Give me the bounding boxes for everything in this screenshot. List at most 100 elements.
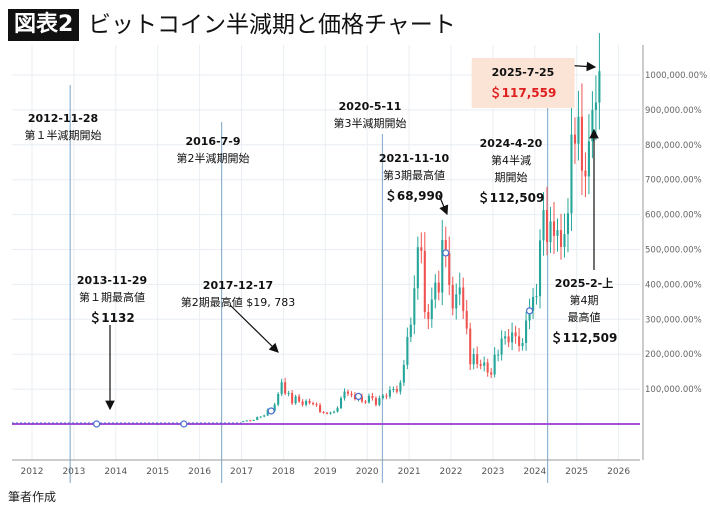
candle-body [319, 405, 322, 412]
candle-body [360, 396, 364, 402]
candle-body [518, 336, 521, 346]
candle-body [525, 320, 528, 343]
x-tick-label: 2019 [314, 467, 337, 477]
candle-body [490, 372, 493, 375]
candle-body [458, 287, 461, 295]
halving2-annotation: 2016-7-9 第2半減期開始 [176, 135, 250, 165]
candle-body [556, 230, 559, 236]
event-marker [354, 392, 363, 400]
candle-body [476, 354, 479, 364]
candle-body [294, 396, 297, 404]
candle-body [280, 382, 283, 394]
x-tick-label: 2017 [230, 467, 253, 477]
x-tick-label: 2022 [440, 467, 463, 477]
latest-price-annotation: 2025-7-25 ＄117,559 [471, 58, 575, 108]
candle-body [308, 400, 311, 403]
x-tick-label: 2021 [398, 467, 421, 477]
candle-body [423, 250, 426, 313]
chart-title: ビットコイン半減期と価格チャート [88, 12, 456, 38]
candle-body [479, 363, 482, 366]
candle-body [434, 282, 437, 300]
x-tick-label: 2020 [356, 467, 379, 477]
event-marker [180, 420, 188, 428]
candle-body [566, 213, 570, 235]
candle-body [259, 416, 262, 418]
y-tick-label: 1000,000.00% [645, 71, 707, 81]
candle-body [402, 364, 405, 383]
candle-body [413, 288, 416, 325]
candle-body [594, 102, 597, 111]
candle-body [598, 71, 601, 103]
candle-body [497, 354, 500, 356]
candle-body [437, 282, 440, 293]
candle-body [252, 419, 255, 421]
candle-body [298, 396, 301, 402]
x-tick-label: 2023 [481, 467, 504, 477]
y-tick-label: 700,000.00% [645, 176, 702, 186]
event-marker [525, 307, 534, 315]
candle-body [329, 412, 332, 414]
y-tick-label: 100,000.00% [645, 385, 702, 395]
candle-body [392, 389, 395, 391]
event-marker [442, 249, 450, 257]
x-tick-label: 2016 [188, 467, 211, 477]
candle-body [395, 389, 398, 392]
candle-body [315, 404, 318, 406]
candle-body [455, 294, 458, 309]
candle-body [263, 415, 266, 417]
halving3-annotation: 2020-5-11 第3半減期開始 [333, 100, 407, 130]
peak1-annotation: 2013-11-29 第１期最高値 ＄1132 [76, 274, 148, 325]
candle-body [577, 116, 580, 144]
spacer [12, 390, 640, 407]
x-tick-label: 2014 [104, 467, 127, 477]
candle-body [587, 141, 590, 177]
candle-body [381, 395, 384, 399]
x-tick-label: 2012 [21, 467, 44, 477]
candle-body [291, 393, 294, 404]
candle-body [469, 328, 472, 365]
x-tick-label: 2025 [565, 467, 588, 477]
candle-body [542, 209, 545, 241]
y-tick-label: 200,000.00% [645, 350, 702, 360]
candle-body [388, 389, 391, 397]
arrow-peak2 [229, 304, 279, 353]
candle-body [277, 393, 280, 405]
y-tick-label: 800,000.00% [645, 141, 702, 151]
event-marker [267, 407, 275, 415]
candle-body [273, 404, 276, 411]
candle-body [532, 297, 535, 311]
candle-body [552, 221, 556, 236]
candle-body [493, 354, 496, 375]
x-tick-label: 2015 [146, 467, 169, 477]
candle-body [584, 170, 587, 177]
y-tick-label: 300,000.00% [645, 315, 702, 325]
y-tick-label: 900,000.00% [645, 106, 702, 116]
event-marker [92, 420, 101, 428]
candle-body [284, 382, 287, 394]
candle-body [504, 336, 507, 339]
candle-body [287, 393, 290, 395]
candle-body [549, 221, 552, 243]
candle-body [312, 402, 315, 405]
candle-body [573, 134, 577, 144]
figure-badge: 図表2 [8, 9, 80, 41]
candle-body [409, 324, 412, 337]
candle-body [367, 395, 370, 403]
candle-body [521, 342, 524, 346]
candle-body [378, 398, 381, 405]
x-tick-label: 2018 [272, 467, 295, 477]
candle-body [486, 362, 489, 373]
candle-body [514, 332, 517, 337]
peak2-annotation: 2017-12-17 第2期最高値 $19, 783 [180, 279, 296, 309]
candle-body [444, 240, 447, 253]
candle-body [374, 398, 377, 405]
candle-body [462, 287, 465, 311]
x-tick-label: 2013 [62, 467, 85, 477]
candle-body [371, 395, 374, 399]
candle-body [406, 336, 409, 365]
halving4-annotation: 2024-4-20 第4半減 期開始 ＄112,509 [477, 137, 545, 205]
candle-body [249, 420, 252, 422]
candle-body [301, 401, 304, 405]
candle-body [483, 362, 486, 366]
